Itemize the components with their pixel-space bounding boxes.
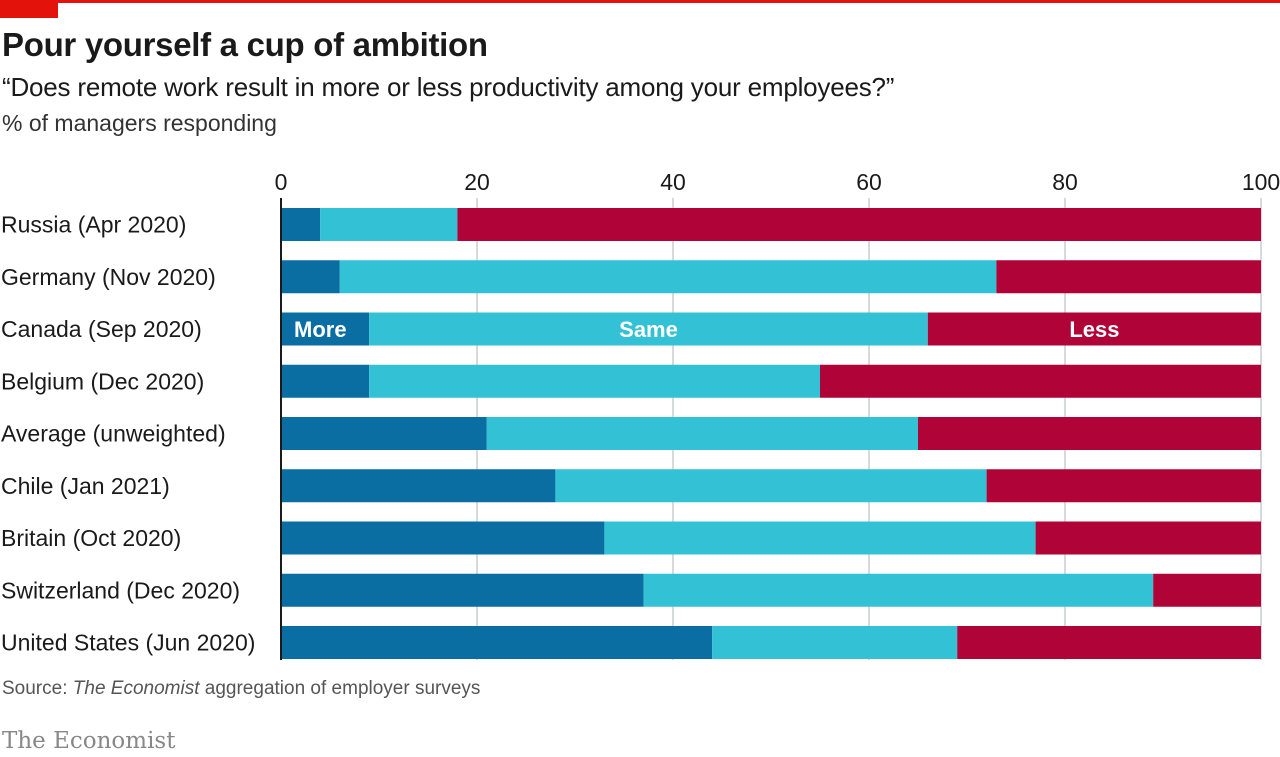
bar-segment-same [643, 573, 1154, 607]
source-publication: The Economist [72, 678, 200, 699]
bar-segment-more [281, 312, 370, 346]
bar-segment-more [281, 208, 321, 241]
brand-red-tab [0, 0, 58, 18]
bar-segment-same [369, 364, 820, 398]
bar-segment-same [339, 260, 997, 294]
source-note: Source: The Economist aggregation of emp… [2, 678, 480, 700]
x-tick-label: 60 [856, 169, 882, 195]
bar-segment-less [1035, 521, 1261, 555]
category-label: Germany (Nov 2020) [1, 264, 216, 290]
bar-segment-more [281, 417, 487, 450]
category-label: Belgium (Dec 2020) [1, 368, 204, 394]
bar-segment-more [281, 260, 340, 294]
bar-segment-same [486, 417, 918, 450]
bar-segment-more [281, 469, 556, 503]
chart-subtitle: “Does remote work result in more or less… [2, 72, 895, 102]
source-suffix: aggregation of employer surveys [199, 678, 481, 699]
bar-segment-same [712, 626, 958, 659]
category-label: Russia (Apr 2020) [1, 212, 186, 238]
bar-segment-less [957, 626, 1261, 659]
category-label: Average (unweighted) [1, 421, 226, 447]
top-accent-rule [0, 0, 1280, 3]
bar-segment-less [820, 364, 1261, 398]
bar-segment-less [1153, 573, 1261, 607]
unit-label: % of managers responding [2, 110, 277, 136]
bar-segment-less [996, 260, 1261, 294]
bar-segment-same [555, 469, 987, 503]
category-label: Britain (Oct 2020) [1, 525, 181, 551]
x-tick-label: 20 [464, 169, 490, 195]
x-tick-label: 40 [660, 169, 686, 195]
x-tick-label: 80 [1052, 169, 1078, 195]
chart-title: Pour yourself a cup of ambition [2, 26, 488, 63]
bar-segment-more [281, 521, 605, 555]
stacked-bar-chart: 0 20 40 60 80 100 Russia (Apr 2020) Germany (No… [1, 169, 1280, 660]
bar-segment-same [604, 521, 1036, 555]
category-label: Chile (Jan 2021) [1, 473, 170, 499]
legend-label-less: Less [1069, 317, 1119, 342]
bar-segment-less [457, 208, 1261, 241]
bar-segment-more [281, 626, 713, 659]
bar-segment-more [281, 573, 644, 607]
category-label: United States (Jun 2020) [1, 630, 255, 656]
bar-segment-less [918, 417, 1261, 450]
legend-label-same: Same [619, 317, 678, 342]
category-label: Switzerland (Dec 2020) [1, 577, 240, 603]
x-tick-label: 0 [275, 169, 288, 195]
bar-segment-less [927, 312, 1261, 346]
economist-logo-text: The Economist [2, 728, 176, 754]
legend-label-more: More [294, 317, 347, 342]
x-tick-label: 100 [1242, 169, 1280, 195]
bar-segment-same [369, 312, 928, 346]
category-label: Canada (Sep 2020) [1, 316, 202, 342]
bar-segment-same [320, 208, 458, 241]
bar-segment-less [986, 469, 1261, 503]
source-prefix: Source: [2, 678, 73, 699]
bar-segment-more [281, 364, 370, 398]
